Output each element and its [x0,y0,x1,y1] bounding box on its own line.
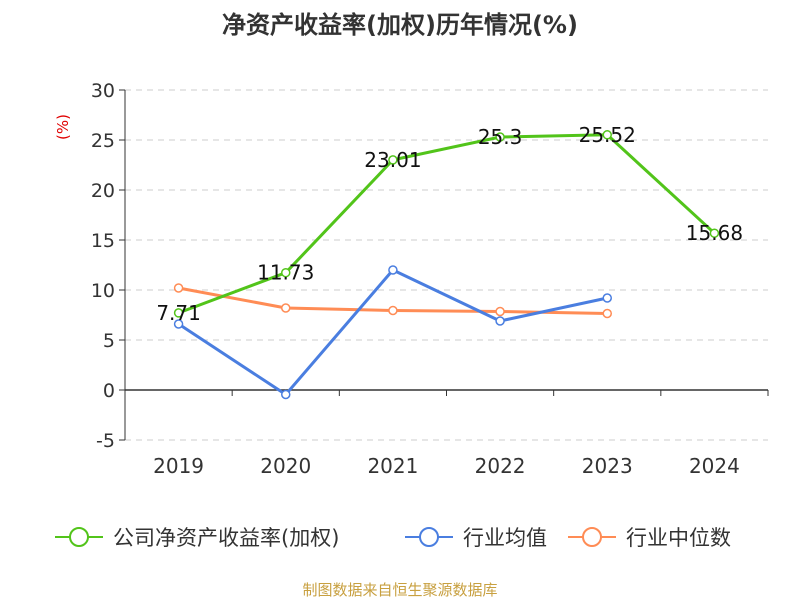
data-point[interactable] [281,303,291,313]
y-tick-label: 30 [91,80,115,102]
data-point[interactable] [388,265,398,275]
series-line [178,133,716,315]
y-tick-label: 10 [91,280,115,302]
data-label: 23.01 [364,148,421,172]
data-point[interactable] [602,130,612,140]
y-tick-label: 20 [91,180,115,202]
data-point[interactable] [495,316,505,326]
data-point[interactable] [173,308,184,318]
legend-circle-icon [69,527,89,547]
footer-source: 制图数据来自恒生聚源数据库 [302,581,497,599]
y-tick-label: 5 [103,330,115,352]
y-tick-label: 25 [91,130,115,152]
y-tick-label: 15 [91,230,115,252]
x-tick-label: 2021 [367,454,418,478]
x-tick-label: 2019 [153,454,204,478]
data-point[interactable] [495,306,505,317]
x-tick-label: 2024 [689,454,740,478]
legend-label[interactable]: 行业均值 [463,526,547,550]
data-label: 11.73 [257,261,314,285]
x-tick-label: 2020 [260,454,311,478]
data-point[interactable] [602,293,612,303]
legend-circle-icon [419,527,439,547]
legend-label[interactable]: 公司净资产收益率(加权) [113,526,339,550]
data-point[interactable] [388,305,398,316]
y-tick-label: 0 [103,380,115,402]
data-point[interactable] [173,283,184,293]
data-label: 15.68 [686,221,743,245]
y-tick-label: -5 [96,430,115,452]
data-point[interactable] [709,228,720,238]
data-label: 7.71 [156,301,201,325]
data-label: 25.52 [579,123,636,147]
legend-circle-icon [582,527,602,547]
data-point[interactable] [281,267,291,278]
chart-title: 净资产收益率(加权)历年情况(%) [222,11,578,39]
data-point[interactable] [388,155,398,165]
data-label: 25.3 [478,125,523,149]
legend-label[interactable]: 行业中位数 [626,526,731,550]
data-point[interactable] [281,389,291,400]
data-point[interactable] [495,132,505,142]
data-point[interactable] [173,319,184,329]
y-axis-label: (%) [54,114,72,140]
x-tick-label: 2023 [582,454,633,478]
x-tick-label: 2022 [475,454,526,478]
data-point[interactable] [602,308,612,319]
